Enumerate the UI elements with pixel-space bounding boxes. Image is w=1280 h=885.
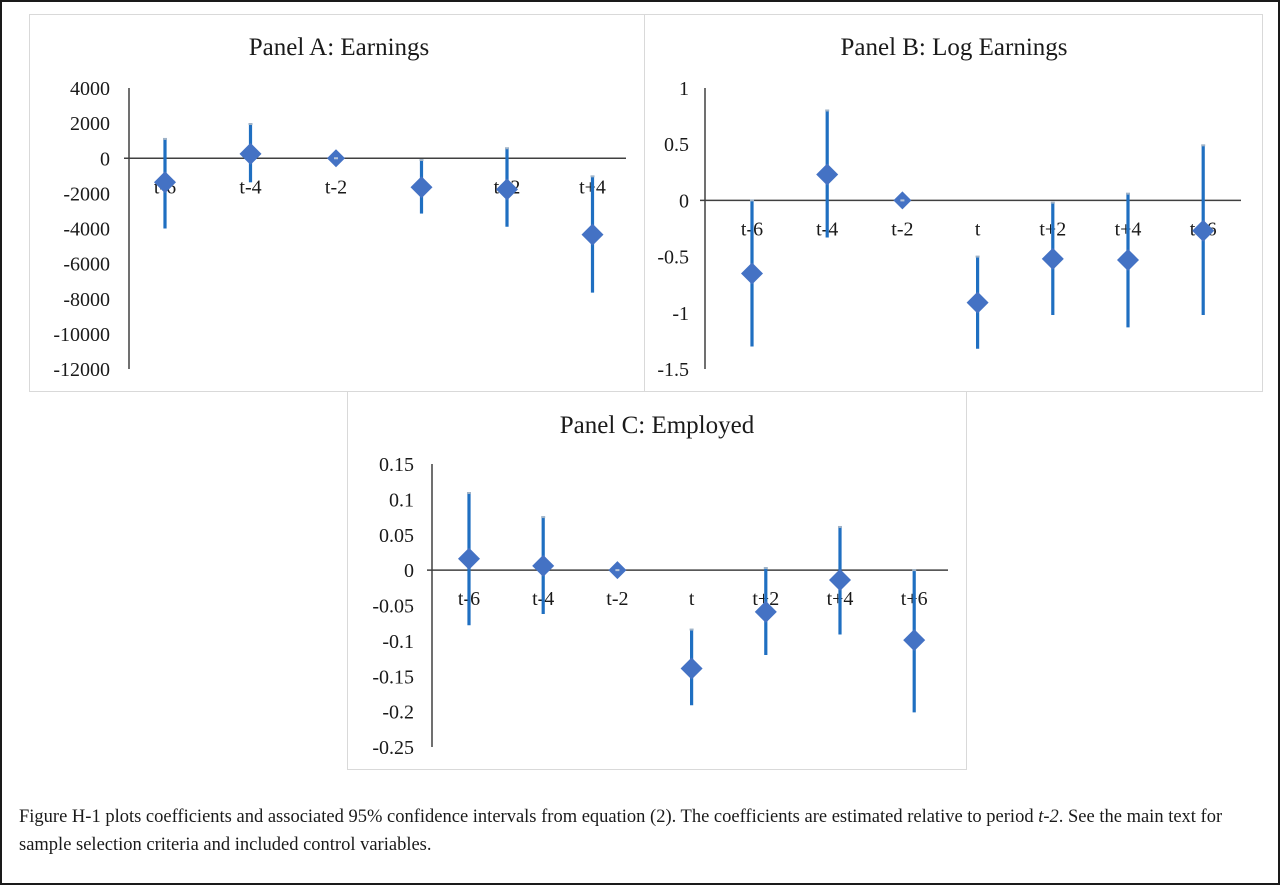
x-category-label: t-2 <box>325 176 347 198</box>
y-tick-label: -4000 <box>63 219 110 241</box>
y-tick-label: -2000 <box>63 183 110 205</box>
coefficient-marker-t+2 <box>1041 247 1064 270</box>
coefficient-marker-t+6 <box>1192 219 1215 242</box>
y-tick-label: -0.5 <box>657 247 689 269</box>
y-tick-label: -1 <box>672 303 689 325</box>
error-bar-cap <box>1126 192 1130 195</box>
y-tick-label: 0 <box>100 148 110 170</box>
coefficient-marker-t+4 <box>581 223 604 246</box>
y-tick-label: 2000 <box>70 113 110 135</box>
panel-c-employed: Panel C: Employed 0.15 0.1 0.05 0 -0.05 -0.1 -0… <box>347 391 967 770</box>
x-category-label: t-2 <box>891 218 913 240</box>
coefficient-marker-t+4 <box>1117 248 1139 271</box>
reference-dot <box>615 569 620 572</box>
panel-title: Panel A: Earnings <box>249 34 430 61</box>
y-tick-label: 0.05 <box>379 525 414 547</box>
panel-a-chart: Panel A: Earnings 4000 2000 0 -2000 -4000 -600… <box>53 34 691 381</box>
panel-title: Panel B: Log Earnings <box>840 34 1067 61</box>
caption-text-2: . See the main text for sample selection… <box>19 807 1223 855</box>
y-tick-label: 0.15 <box>379 454 414 476</box>
caption-italic-period: t-2 <box>1038 807 1059 827</box>
reference-dot <box>900 199 905 202</box>
y-tick-label: -0.1 <box>382 631 414 653</box>
coefficient-marker-t-6 <box>741 262 763 285</box>
error-bar-cap <box>590 175 595 178</box>
figure-caption: Figure H-1 plots coefficients and associ… <box>19 803 1259 859</box>
y-tick-label: 0.5 <box>664 134 689 156</box>
y-tick-label: 0 <box>404 560 414 582</box>
y-tick-label: -0.25 <box>372 737 414 759</box>
coefficient-marker-t+2 <box>754 600 777 623</box>
panel-b-log-earnings: Panel B: Log Earnings10.50-0.5-1-1.5t-6t… <box>644 14 1263 392</box>
x-category-label: t <box>689 588 695 610</box>
coefficient-marker-t-4 <box>532 554 555 577</box>
y-tick-label: -6000 <box>63 254 110 276</box>
x-category-label: t-4 <box>239 176 261 198</box>
y-tick-label: 0.1 <box>389 489 414 511</box>
x-category-label: t <box>975 218 981 240</box>
panel-c-chart: Panel C: Employed 0.15 0.1 0.05 0 -0.05 -0.1 -0… <box>372 412 948 759</box>
error-bar-cap <box>912 569 917 572</box>
coefficient-marker-t-4 <box>816 163 839 186</box>
panel-title: Panel C: Employed <box>560 412 755 439</box>
error-bar-cap <box>689 628 694 631</box>
error-bar-cap <box>975 255 980 258</box>
coefficient-marker-t-6 <box>458 547 480 570</box>
error-bar-cap <box>763 567 768 570</box>
error-bar-cap <box>1201 144 1206 147</box>
y-tick-label: -0.15 <box>372 666 414 688</box>
y-tick-label: -8000 <box>63 289 110 311</box>
caption-text-1: Figure H-1 plots coefficients and associ… <box>19 807 1039 827</box>
error-bar-cap <box>419 159 424 162</box>
y-tick-label: 0 <box>679 190 689 212</box>
error-bar-cap <box>467 492 471 495</box>
coefficient-marker-t+2 <box>496 178 518 201</box>
error-bar-cap <box>825 109 830 112</box>
error-bar-cap <box>163 137 167 140</box>
coefficient-marker-t-6 <box>154 171 176 194</box>
coefficient-marker-t <box>680 657 703 680</box>
y-tick-label: -0.05 <box>372 596 414 618</box>
error-bar-cap <box>1050 201 1055 204</box>
panel-a-earnings: Panel A: Earnings 4000 2000 0 -2000 -4000 -600… <box>29 14 691 392</box>
error-bar-cap <box>750 199 754 202</box>
y-tick-label: -1.5 <box>657 359 689 381</box>
coefficient-marker-t <box>966 291 989 314</box>
panel-b-chart: Panel B: Log Earnings10.50-0.5-1-1.5t-6t… <box>657 34 1241 381</box>
coefficient-marker-t <box>410 176 433 199</box>
reference-dot <box>334 157 338 160</box>
error-bar-cap <box>541 516 546 519</box>
error-bar-cap <box>505 147 509 150</box>
y-tick-label: 1 <box>679 78 689 100</box>
y-tick-label: -0.2 <box>382 702 414 724</box>
coefficient-marker-t-4 <box>239 142 262 165</box>
coefficient-marker-t+4 <box>829 569 851 592</box>
error-bar-cap <box>838 525 842 528</box>
coefficient-marker-t+6 <box>903 629 926 652</box>
y-tick-label: 4000 <box>70 78 110 100</box>
error-bar-cap <box>248 123 253 126</box>
y-tick-label: -10000 <box>53 324 110 346</box>
y-tick-label: -12000 <box>53 359 110 381</box>
x-category-label: t-2 <box>606 588 628 610</box>
